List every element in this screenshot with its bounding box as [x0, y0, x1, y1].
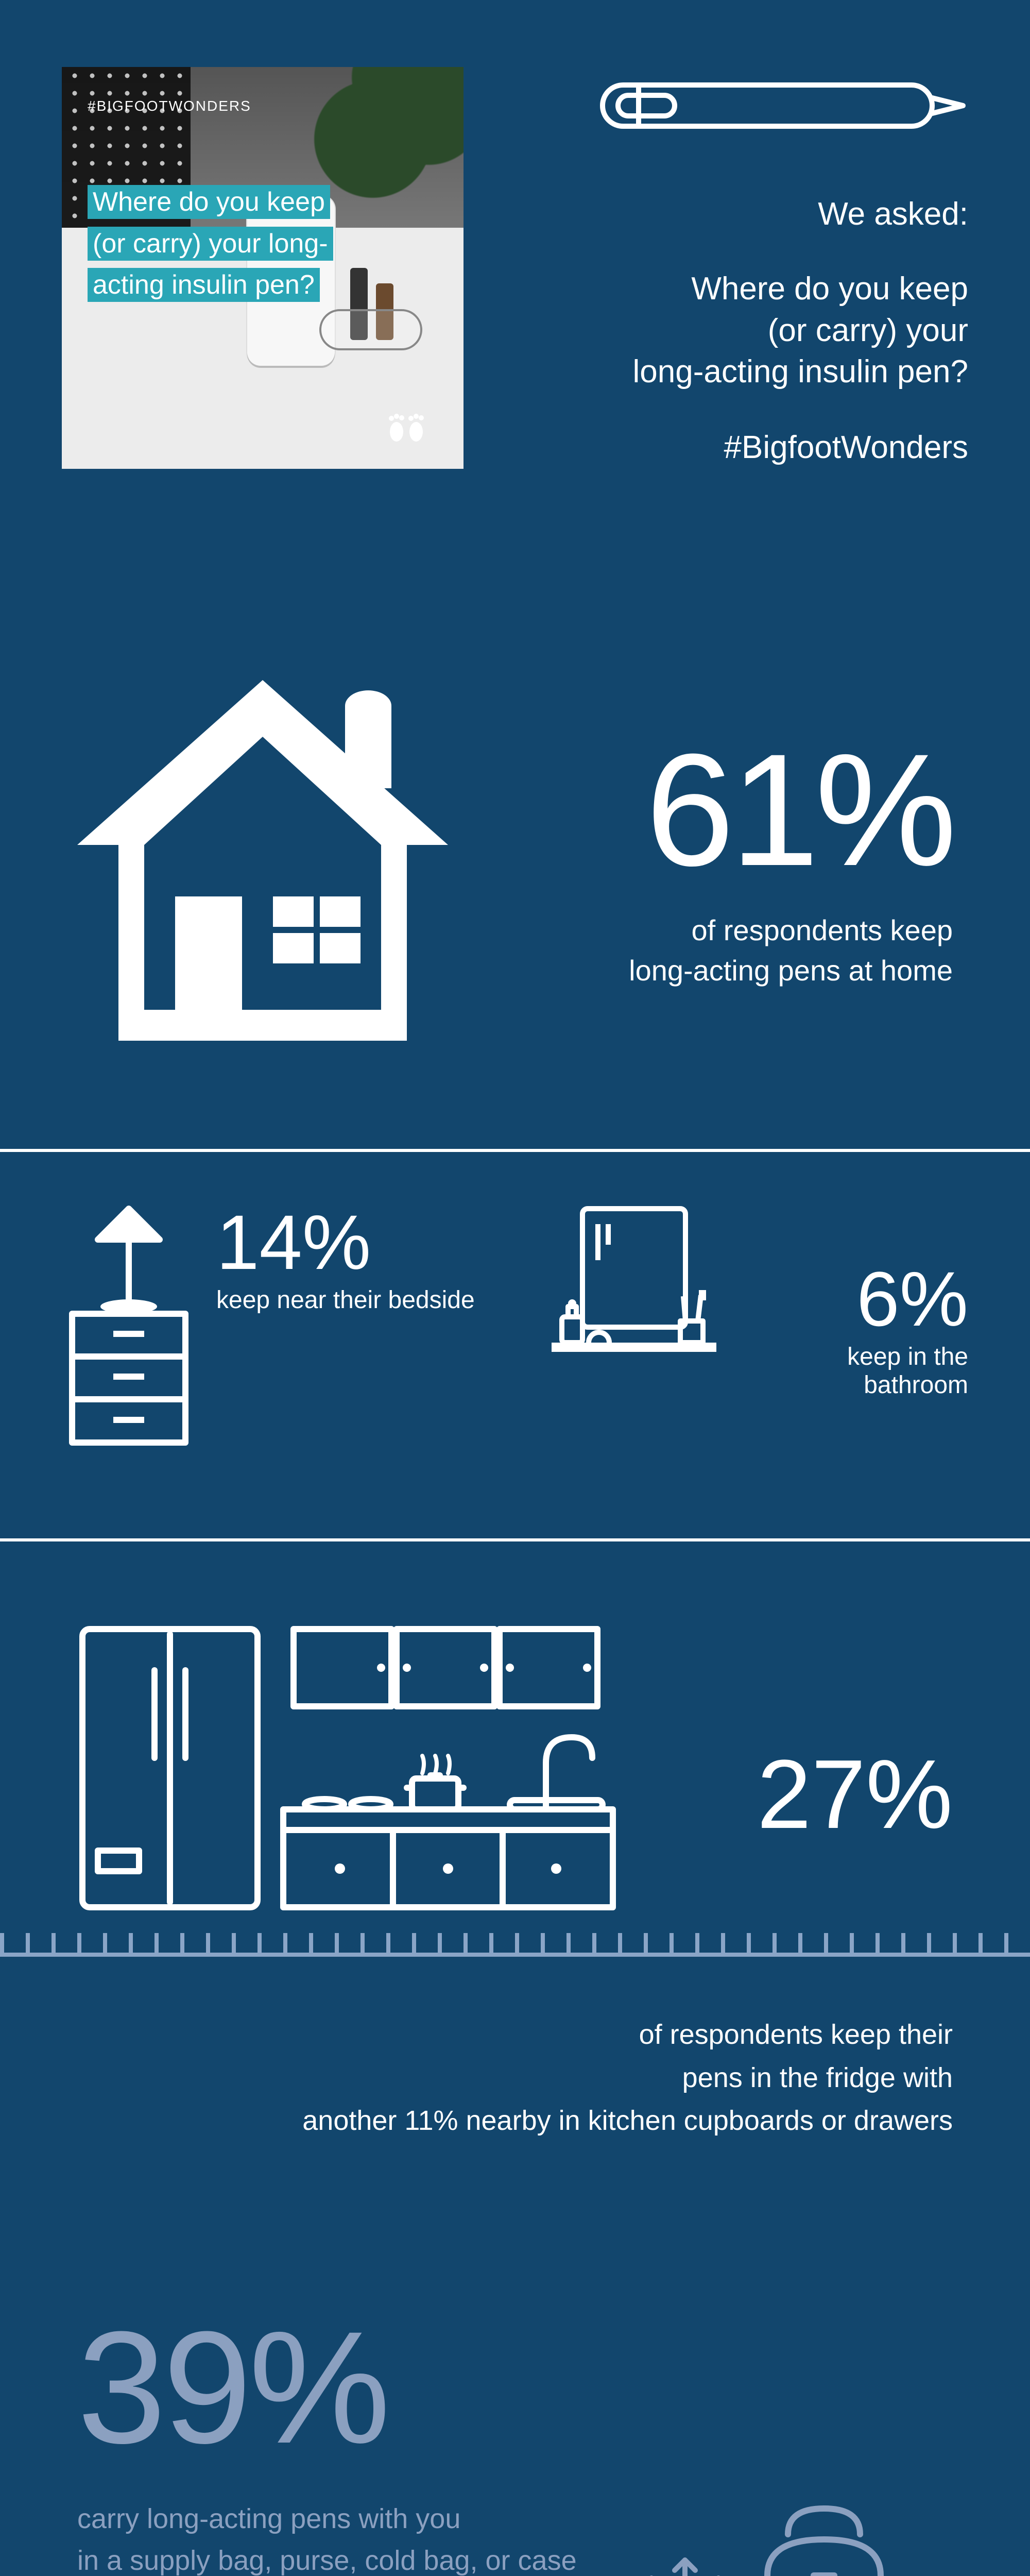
house-icon — [77, 680, 448, 1041]
stat-home-value: 61% — [510, 730, 953, 890]
hero-text: We asked: Where do you keep (or carry) y… — [515, 67, 968, 466]
nightstand-icon — [62, 1204, 196, 1451]
footprints-icon — [386, 412, 427, 443]
hero-image-card: #BIGFOOTWONDERS Where do you keep (or ca… — [62, 67, 464, 469]
stat-bathroom-copy: keep in the bathroom — [742, 1343, 968, 1399]
stat-home-copy: of respondents keep long-acting pens at … — [510, 910, 953, 991]
stat-bathroom-value: 6% — [742, 1260, 968, 1337]
tile-pattern — [0, 1933, 1030, 1957]
card-question: Where do you keep (or carry) your long-a… — [88, 181, 335, 306]
insulin-pen-icon — [597, 77, 968, 134]
stat-bedside-bathroom-section: 14% keep near their bedside — [0, 1152, 1030, 1538]
stat-kitchen-section: 27% of respondents keep their pens in th… — [0, 1541, 1030, 2277]
stat-kitchen-value: 27% — [757, 1738, 953, 1912]
stat-home-section: 61% of respondents keep long-acting pens… — [0, 587, 1030, 1149]
card-hashtag: #BIGFOOTWONDERS — [88, 98, 438, 114]
hero-hashtag: #BigfootWonders — [515, 429, 968, 466]
stat-carry-value: 39% — [77, 2308, 953, 2467]
stat-bedside-value: 14% — [216, 1204, 475, 1281]
stat-kitchen-copy: of respondents keep their pens in the fr… — [0, 1957, 1030, 2277]
hero-question: Where do you keep (or carry) your long-a… — [515, 268, 968, 393]
bathroom-mirror-icon — [546, 1204, 722, 1389]
kitchen-icon — [77, 1624, 618, 1912]
stat-bedside-copy: keep near their bedside — [216, 1286, 475, 1314]
bags-icon — [623, 2498, 953, 2576]
stat-carry-section: 39% carry long-acting pens with you in a… — [0, 2277, 1030, 2576]
we-asked-label: We asked: — [515, 196, 968, 232]
hero-section: #BIGFOOTWONDERS Where do you keep (or ca… — [0, 0, 1030, 587]
